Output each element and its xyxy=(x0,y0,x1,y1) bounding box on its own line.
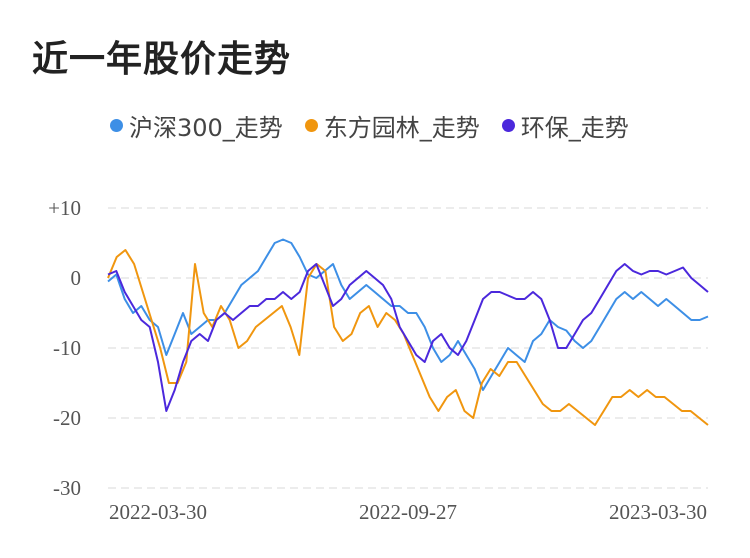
legend-dot-hs300 xyxy=(110,119,123,132)
series-line-1 xyxy=(107,249,709,426)
series-line-2 xyxy=(107,263,709,412)
legend-label-hb: 环保_走势 xyxy=(520,114,629,142)
legend: 沪深300_走势 东方园林_走势 环保_走势 xyxy=(110,108,629,143)
x-tick-label-0: 2022-03-30 xyxy=(109,500,207,524)
y-tick-label-1: 0 xyxy=(71,266,82,290)
x-tick-label-2: 2023-03-30 xyxy=(609,500,707,524)
legend-item-hs300[interactable]: 沪深300_走势 xyxy=(110,108,283,143)
x-tick-label-1: 2022-09-27 xyxy=(359,500,457,524)
legend-dot-hb xyxy=(501,119,515,132)
legend-label-hs300: 沪深300_走势 xyxy=(129,114,283,142)
series-lines xyxy=(107,238,709,426)
y-tick-label-2: -10 xyxy=(53,336,81,360)
y-tick-label-4: -30 xyxy=(53,476,81,500)
legend-label-dfyl: 东方园林_走势 xyxy=(323,114,480,142)
legend-item-hb[interactable]: 环保_走势 xyxy=(501,108,629,143)
y-tick-label-3: -20 xyxy=(53,406,81,430)
chart-title: 近一年股价走势 xyxy=(32,39,292,80)
legend-dot-dfyl xyxy=(304,119,318,132)
legend-item-dfyl[interactable]: 东方园林_走势 xyxy=(304,108,480,143)
x-axis-labels: 2022-03-30 2022-09-27 2023-03-30 xyxy=(109,500,707,524)
y-tick-label-0: +10 xyxy=(48,196,81,220)
y-axis-labels: +10 0 -10 -20 -30 xyxy=(48,196,81,500)
grid-lines xyxy=(108,207,708,489)
series-line-0 xyxy=(107,238,709,391)
